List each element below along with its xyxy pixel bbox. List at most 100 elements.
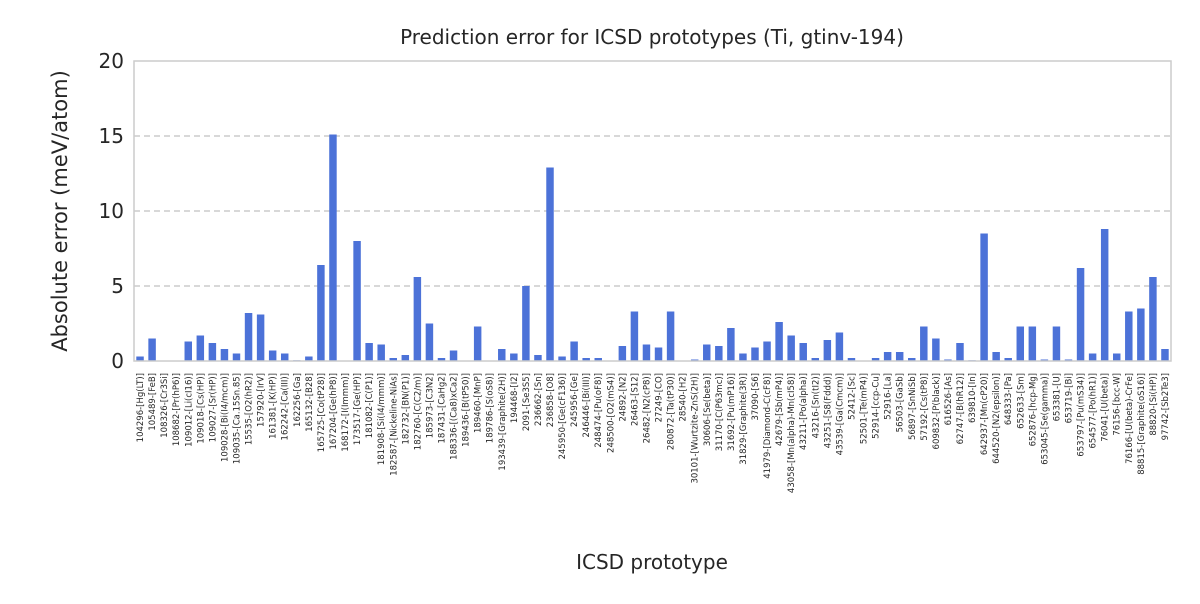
x-tick-label: 24892-[N2] xyxy=(618,373,628,422)
bar xyxy=(1100,229,1109,361)
bar xyxy=(932,338,940,361)
x-tick-label: 181908-[Si(I4/mmm)] xyxy=(377,373,387,465)
x-tick-label: 182760-[C(C2/m)] xyxy=(413,373,423,450)
bar xyxy=(956,343,964,361)
y-tick-label: 5 xyxy=(111,274,124,298)
x-tick-label: 52914-[ccp-Cu] xyxy=(872,373,882,439)
x-tick-label: 30101-[Wurtzite-ZnS(2H)] xyxy=(691,373,701,484)
bar xyxy=(184,341,192,361)
x-tick-label: 43251-[S8(Fddd)] xyxy=(823,373,833,448)
bar xyxy=(136,356,144,361)
x-tick-label: 109028-[Bi(I4/mcm)] xyxy=(220,373,230,462)
x-tick-label: 245956-[Ge] xyxy=(570,373,580,427)
x-tick-label: 182587-[Nickeline-NiAs] xyxy=(389,373,399,476)
x-tick-label: 108326-[Cr3Si] xyxy=(160,373,170,438)
x-tick-label: 248500-[O2(mS4)] xyxy=(606,373,616,453)
bar xyxy=(329,134,337,361)
bar xyxy=(558,356,566,361)
bar xyxy=(425,323,434,361)
bar xyxy=(787,335,795,361)
bar xyxy=(268,350,277,361)
x-tick-label: 167204-[Ge(hP8)] xyxy=(329,373,339,450)
bar xyxy=(522,286,530,361)
x-tick-label: 26463-[S12] xyxy=(630,373,640,426)
x-tick-label: 652876-[hcp-Mg] xyxy=(1028,373,1038,446)
x-tick-label: 76166-[U(beta)-CrFe] xyxy=(1125,373,1135,464)
x-tick-label: 182732-[BN(P1)] xyxy=(401,373,411,445)
gridlines xyxy=(134,135,1171,287)
bar xyxy=(1088,353,1097,361)
x-tick-label: 193439-[Graphite(2H)] xyxy=(498,373,508,471)
bar xyxy=(727,328,735,361)
bar xyxy=(232,353,241,361)
plot-frame xyxy=(133,60,1172,362)
x-tick-label: 15535-[O2(hR2)] xyxy=(245,373,255,445)
bar xyxy=(883,352,892,361)
x-tick-label: 43539-[Ga(Cmcm)] xyxy=(835,373,845,455)
x-tick-label: 654577-[Po(hR1)] xyxy=(1089,373,1099,449)
x-tick-label: 30606-[Se(beta)] xyxy=(703,373,713,446)
x-tick-label: 639810-[In] xyxy=(968,373,978,423)
x-tick-label: 168172-[I(Immm)] xyxy=(341,373,351,452)
bar xyxy=(473,326,482,361)
bar xyxy=(208,343,217,361)
bar xyxy=(799,343,807,361)
x-tick-label: 57192-[Cs(tP8)] xyxy=(920,373,930,441)
bar xyxy=(654,347,663,361)
bar xyxy=(220,349,229,361)
bar xyxy=(751,347,759,361)
bar xyxy=(534,355,542,361)
x-tick-label: 2091-[Se3S5] xyxy=(522,373,532,431)
bar xyxy=(498,349,506,361)
x-tick-label: 236858-[O8] xyxy=(546,373,556,427)
bar xyxy=(847,358,856,361)
bar xyxy=(618,346,627,361)
x-axis-ticks: 104296-[Hg(LT)] 105489-[FeB] 108326-[Cr3Si… xyxy=(136,373,1171,493)
x-tick-label: 248474-[Pu(oF8)] xyxy=(594,373,604,448)
x-tick-label: 56503-[GaSb] xyxy=(896,373,906,432)
x-tick-label: 41979-[Diamond-C(cF8)] xyxy=(763,373,773,479)
x-tick-label: 109035-[Ca.15Sn.85] xyxy=(232,373,242,464)
x-tick-label: 648333-[Pa] xyxy=(1004,373,1014,425)
bar xyxy=(1125,311,1133,361)
bar xyxy=(437,358,446,361)
x-tick-label: 161381-[K(HP)] xyxy=(269,373,279,439)
bar xyxy=(715,346,723,361)
y-tick-label: 15 xyxy=(99,124,124,148)
x-tick-label: 52501-[Te(mP4)] xyxy=(860,373,870,444)
y-tick-label: 20 xyxy=(99,49,124,73)
x-tick-label: 88820-[Si(HP)] xyxy=(1149,373,1159,436)
bar xyxy=(775,322,783,361)
x-tick-label: 31692-[Pu(mP16)] xyxy=(727,373,737,451)
y-axis-label: Absolute error (meV/atom) xyxy=(48,70,72,352)
x-tick-label: 104296-[Hg(LT)] xyxy=(136,373,146,442)
x-tick-label: 652633-[Sm] xyxy=(1016,373,1026,429)
bar xyxy=(1137,308,1145,361)
chart-title: Prediction error for ICSD prototypes (Ti… xyxy=(400,25,904,49)
bar xyxy=(510,353,518,361)
bar xyxy=(389,358,397,361)
x-tick-label: 188336-[(Ca8)xCa2] xyxy=(450,373,460,460)
bar xyxy=(811,358,820,361)
bar xyxy=(280,353,289,361)
x-tick-label: 109018-[Cs(HP)] xyxy=(196,373,206,444)
x-tick-label: 27249-[CO] xyxy=(655,373,665,422)
bar xyxy=(401,355,410,361)
x-tick-label: 653045-[Se(gamma)] xyxy=(1040,373,1050,465)
x-tick-label: 28540-[H2] xyxy=(679,373,689,422)
x-tick-label: 189460-[MnP] xyxy=(474,373,484,433)
x-tick-label: 43211-[Po(alpha)] xyxy=(799,373,809,450)
bar xyxy=(1113,353,1121,361)
x-tick-label: 97742-[Sb2Te3] xyxy=(1161,373,1171,440)
bar xyxy=(895,352,904,361)
bar xyxy=(594,358,602,361)
x-tick-label: 173517-[Ge(HP)] xyxy=(353,373,363,445)
bar xyxy=(1004,358,1012,361)
x-tick-label: 653797-[Pu(mS34)] xyxy=(1077,373,1087,457)
bar xyxy=(1028,326,1037,361)
bar xyxy=(703,344,711,361)
x-tick-label: 43058-[Mn(alpha)-Mn(cI58)] xyxy=(787,373,797,493)
x-tick-label: 245950-[Ge(cF136)] xyxy=(558,373,568,459)
